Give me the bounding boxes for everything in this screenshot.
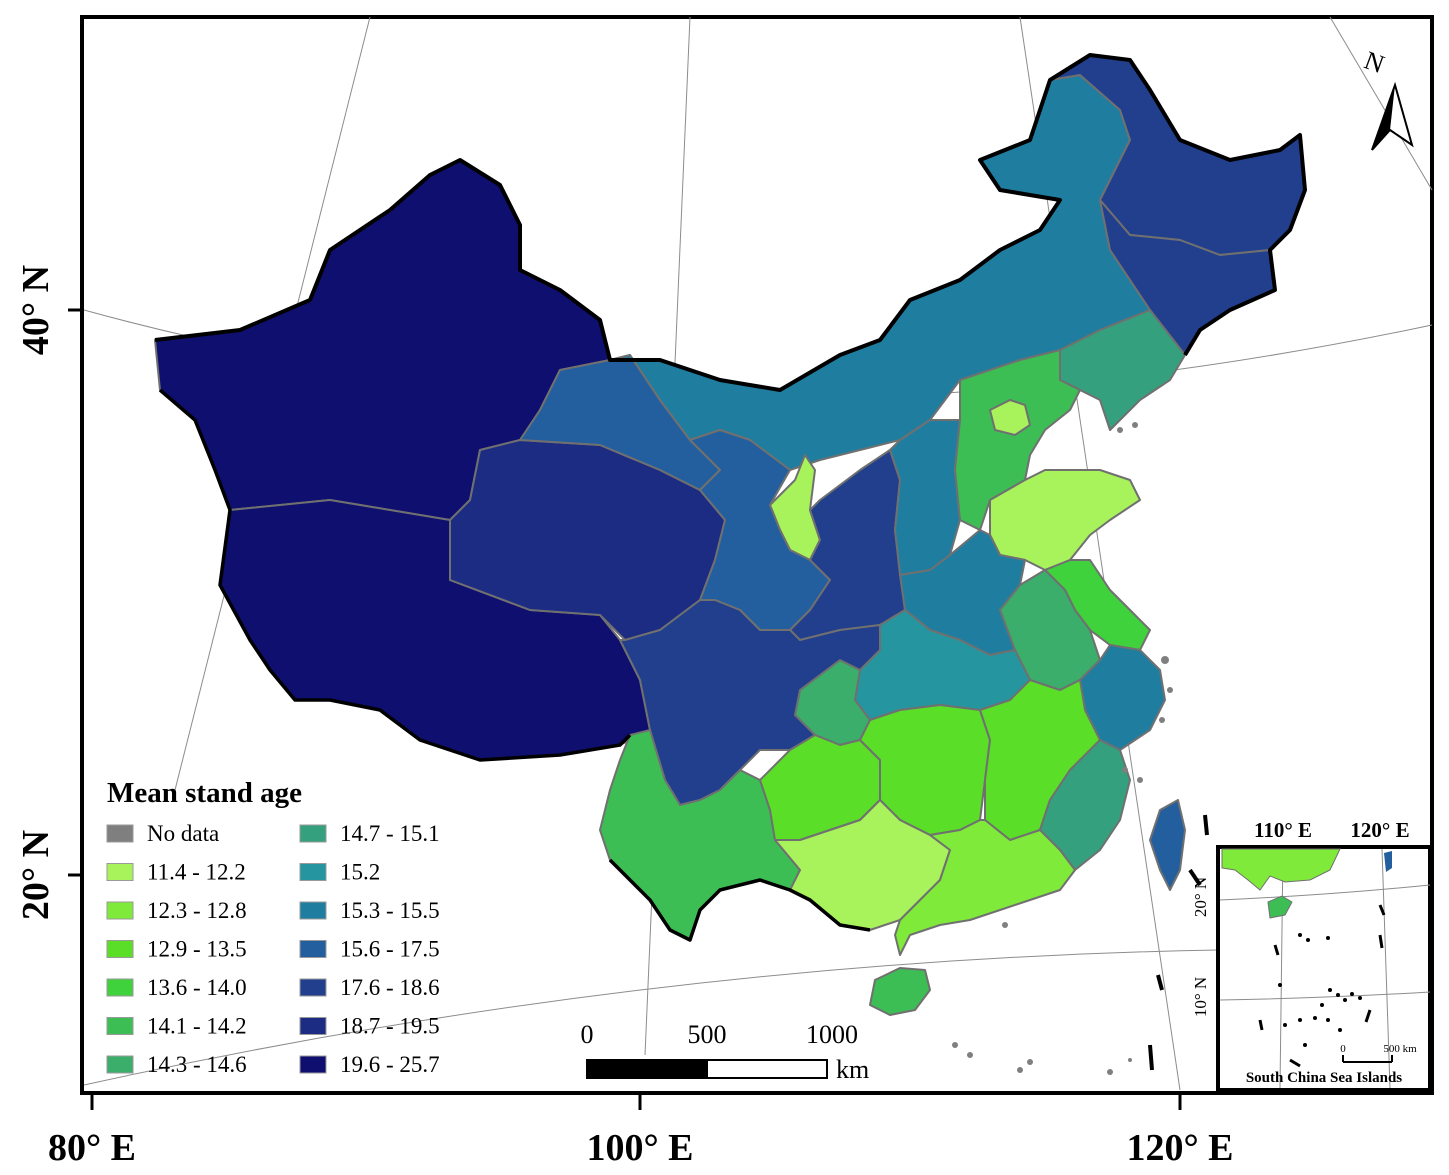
y-label-40n: 40° N bbox=[15, 265, 57, 355]
legend-swatch bbox=[106, 863, 134, 881]
region-guangdong[interactable] bbox=[894, 819, 1076, 956]
region-taiwan[interactable] bbox=[1149, 799, 1186, 891]
inset-y-label-20n: 20° N bbox=[1191, 877, 1210, 917]
southwest-border bbox=[158, 388, 871, 942]
legend-label: 18.7 - 19.5 bbox=[340, 1014, 440, 1039]
inset-dash-line bbox=[1258, 904, 1386, 1068]
scale-bar: 0 500 1000 km bbox=[581, 1020, 870, 1084]
inset-mainland bbox=[1221, 848, 1341, 891]
scale-tick-1000: 1000 bbox=[806, 1020, 858, 1049]
axis-tick-marks bbox=[68, 308, 1182, 1110]
legend-label: 12.3 - 12.8 bbox=[147, 898, 247, 923]
region-beijing[interactable] bbox=[989, 399, 1031, 436]
legend-swatch bbox=[299, 863, 327, 881]
legend-swatch bbox=[299, 824, 327, 843]
inset-scale-bar: 0 500 km bbox=[1340, 1043, 1417, 1063]
inset-map: 110° E 120° E 20° N 10° N 0 500 km South… bbox=[1191, 818, 1432, 1092]
scale-unit: km bbox=[836, 1055, 869, 1084]
region-hebei[interactable] bbox=[954, 349, 1081, 531]
region-shanxi[interactable] bbox=[889, 419, 961, 576]
legend-swatch bbox=[299, 978, 327, 997]
legend-swatch bbox=[299, 940, 327, 958]
legend-swatch bbox=[106, 978, 134, 997]
legend-label: 17.6 - 18.6 bbox=[340, 975, 440, 1000]
inset-frame bbox=[1216, 845, 1432, 1092]
inset-hainan bbox=[1267, 895, 1293, 919]
legend-label: 11.4 - 12.2 bbox=[147, 860, 246, 885]
region-hainan[interactable] bbox=[869, 967, 931, 1016]
legend-label: 19.6 - 25.7 bbox=[340, 1052, 440, 1077]
legend-label: 14.3 - 14.6 bbox=[147, 1052, 247, 1077]
legend-label: 13.6 - 14.0 bbox=[147, 975, 247, 1000]
national-border bbox=[154, 53, 1307, 392]
scale-tick-500: 500 bbox=[688, 1020, 727, 1049]
legend-swatch bbox=[106, 901, 134, 920]
legend-items: No data 11.4 - 12.2 12.3 - 12.8 12.9 - 13.5… bbox=[106, 821, 440, 1077]
coastal-islands bbox=[952, 422, 1173, 1075]
legend-label: 15.3 - 15.5 bbox=[340, 898, 440, 923]
y-label-20n: 20° N bbox=[15, 830, 57, 920]
inset-title: South China Sea Islands bbox=[1246, 1070, 1402, 1086]
x-label-120e: 120° E bbox=[1126, 1127, 1233, 1169]
x-label-80e: 80° E bbox=[48, 1127, 136, 1169]
legend-label: 14.1 - 14.2 bbox=[147, 1014, 247, 1039]
inset-islands bbox=[1278, 933, 1362, 1047]
legend-label: 15.2 bbox=[340, 860, 380, 885]
legend-label: No data bbox=[147, 821, 219, 846]
legend: Mean stand age No data 11.4 - 12.2 12.3 - … bbox=[106, 777, 440, 1077]
scale-tick-0: 0 bbox=[581, 1020, 594, 1049]
legend-swatch bbox=[106, 1055, 134, 1074]
x-label-100e: 100° E bbox=[586, 1127, 693, 1169]
inset-scale-0: 0 bbox=[1340, 1043, 1346, 1055]
inset-x-label-120e: 120° E bbox=[1350, 818, 1409, 842]
legend-title: Mean stand age bbox=[107, 777, 302, 809]
legend-swatch bbox=[299, 1055, 327, 1074]
legend-swatch bbox=[299, 1017, 327, 1035]
inset-taiwan bbox=[1384, 851, 1392, 872]
legend-label: 14.7 - 15.1 bbox=[340, 821, 440, 846]
inset-y-label-10n: 10° N bbox=[1191, 977, 1210, 1017]
dash-boundary bbox=[1148, 814, 1209, 1071]
legend-swatch bbox=[106, 824, 134, 843]
inset-x-label-110e: 110° E bbox=[1254, 818, 1312, 842]
legend-label: 12.9 - 13.5 bbox=[147, 937, 247, 962]
inset-scale-500km: 500 km bbox=[1383, 1043, 1417, 1055]
legend-swatch bbox=[299, 901, 327, 920]
legend-label: 15.6 - 17.5 bbox=[340, 937, 440, 962]
legend-swatch bbox=[106, 1017, 134, 1035]
legend-swatch bbox=[106, 940, 134, 958]
